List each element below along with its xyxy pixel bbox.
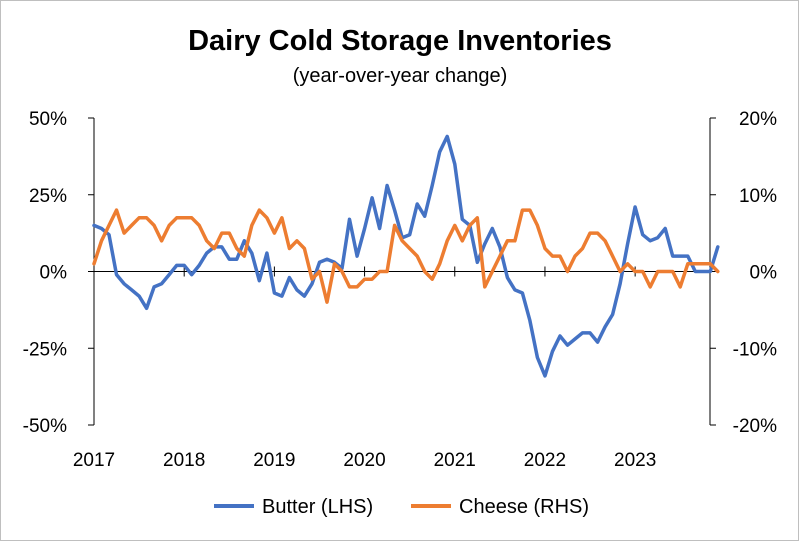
left-tick-label: -25% [23, 339, 67, 360]
left-tick-label: 25% [29, 186, 67, 207]
right-tick-label: -20% [733, 416, 777, 437]
x-tick-label: 2023 [614, 450, 656, 471]
x-tick-label: 2022 [524, 450, 566, 471]
cheese-series-line [92, 208, 720, 304]
chart-subtitle: (year-over-year change) [293, 65, 508, 87]
right-tick-label: 20% [739, 109, 777, 130]
legend: Butter (LHS) Cheese (RHS) [214, 496, 589, 518]
right-tick-label: 10% [739, 186, 777, 207]
x-tick-label: 2018 [163, 450, 205, 471]
butter-series-line [92, 134, 720, 378]
legend-label-butter: Butter (LHS) [262, 496, 373, 518]
x-tick-label: 2019 [253, 450, 295, 471]
legend-label-cheese: Cheese (RHS) [459, 496, 589, 518]
chart-title: Dairy Cold Storage Inventories [188, 25, 612, 57]
right-tick-label: -10% [733, 339, 777, 360]
x-tick-label: 2021 [434, 450, 476, 471]
axes-group: 50% 25% 0% -25% -50% 20% 10% 0% -10% -20% 2017 2018… [23, 109, 777, 471]
x-tick-label: 2017 [73, 450, 115, 471]
left-tick-label: 0% [40, 263, 68, 284]
right-tick-label: 0% [750, 263, 778, 284]
left-tick-label: -50% [23, 416, 67, 437]
left-tick-label: 50% [29, 109, 67, 130]
x-tick-label: 2020 [343, 450, 385, 471]
series-group [92, 134, 720, 378]
